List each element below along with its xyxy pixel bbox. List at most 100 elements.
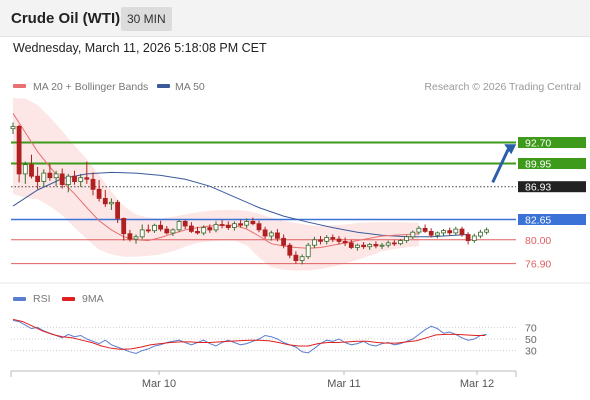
candle — [72, 170, 77, 185]
candle-body — [373, 243, 379, 247]
candle — [207, 224, 213, 233]
ma20-legend-swatch — [13, 84, 26, 88]
candle-body — [354, 244, 360, 248]
research-credit: Research © 2026 Trading Central — [424, 81, 581, 93]
price-chart-panel: 92.70 89.95 86.93 82.65 80.00 76.90 — [10, 98, 586, 271]
candle-body — [441, 230, 446, 234]
candle — [447, 227, 453, 236]
candle — [422, 224, 428, 233]
candle — [318, 236, 323, 245]
candle — [361, 242, 367, 249]
candle — [96, 180, 102, 202]
candle — [164, 226, 170, 235]
candle-body — [274, 232, 280, 239]
candle — [330, 234, 336, 243]
candle-body — [195, 230, 200, 234]
candle — [102, 190, 108, 207]
candle-body — [78, 177, 84, 182]
candle-body — [391, 242, 397, 245]
candle — [133, 234, 139, 244]
candle-body — [268, 232, 274, 237]
rsi-ma-line — [12, 318, 486, 350]
candle-body — [29, 164, 34, 177]
candle-body — [336, 238, 342, 242]
candle — [459, 226, 465, 237]
candlesticks — [10, 122, 490, 265]
projection-arrow — [491, 144, 517, 183]
level-label-89.95: 89.95 — [525, 159, 551, 171]
candle-body — [90, 178, 96, 190]
candle — [274, 229, 280, 242]
rsi-tick-50: 50 — [525, 334, 537, 346]
candle — [373, 241, 379, 249]
candle-body — [133, 236, 139, 240]
candle-body — [59, 173, 65, 185]
candle — [22, 161, 28, 184]
candle — [311, 236, 317, 249]
candle-body — [139, 229, 145, 238]
candle — [244, 218, 250, 229]
candle-body — [459, 228, 465, 235]
candle — [434, 231, 440, 239]
candle — [398, 239, 403, 246]
candle — [201, 225, 207, 236]
candle — [225, 221, 231, 230]
bollinger-band — [13, 98, 419, 271]
candle-body — [256, 223, 262, 231]
candle-body — [115, 201, 120, 219]
level-label-86.93: 86.93 — [525, 182, 551, 194]
candle-body — [188, 225, 194, 232]
candle — [453, 226, 459, 236]
rsi-ma-legend-swatch — [62, 297, 75, 301]
time-label-mar11: Mar 11 — [327, 378, 360, 390]
candle-body — [47, 172, 53, 179]
candle — [256, 220, 262, 233]
candle-body — [410, 231, 416, 238]
level-label-bg-82.65 — [518, 214, 586, 225]
rsi-legend-label: RSI — [33, 293, 51, 305]
candle — [29, 154, 34, 179]
candle-body — [318, 239, 323, 242]
candle — [84, 161, 90, 184]
candle — [367, 242, 373, 250]
time-label-mar12: Mar 12 — [460, 378, 494, 390]
candle-body — [330, 237, 336, 240]
rsi-legend-swatch — [13, 297, 26, 301]
candle — [379, 242, 385, 249]
candle-body — [477, 231, 483, 237]
candle-body — [158, 224, 164, 230]
candle-body — [72, 175, 77, 182]
candle-body — [109, 201, 114, 205]
candle-body — [416, 227, 422, 233]
candle-body — [41, 172, 47, 182]
candle — [416, 226, 422, 235]
candle-body — [152, 224, 157, 232]
candle-body — [324, 237, 330, 242]
candle-body — [311, 239, 317, 246]
candle-body — [471, 235, 477, 241]
candle-body — [398, 240, 403, 245]
candle — [465, 232, 471, 245]
candle-body — [201, 227, 207, 234]
candle-body — [145, 229, 151, 232]
level-label-bg-89.95 — [518, 158, 586, 169]
candle — [324, 235, 330, 245]
level-label-82.65: 82.65 — [525, 215, 551, 227]
candle-body — [293, 254, 299, 261]
candle-body — [385, 242, 391, 246]
candle-body — [231, 223, 237, 228]
candle-body — [244, 220, 250, 226]
candle-body — [348, 242, 354, 248]
rsi-ma-legend-label: 9MA — [82, 293, 104, 305]
timeframe-button[interactable]: 30 MIN — [121, 7, 172, 31]
candle — [158, 220, 164, 232]
ma50-legend-label: MA 50 — [175, 81, 205, 93]
candle — [471, 233, 477, 243]
candle — [299, 254, 305, 265]
rsi-tick-70: 70 — [525, 322, 537, 334]
chart-header: Crude Oil (WTI) 30 MIN — [0, 0, 590, 37]
arrow-shaft — [491, 148, 510, 183]
candle-body — [121, 217, 127, 235]
